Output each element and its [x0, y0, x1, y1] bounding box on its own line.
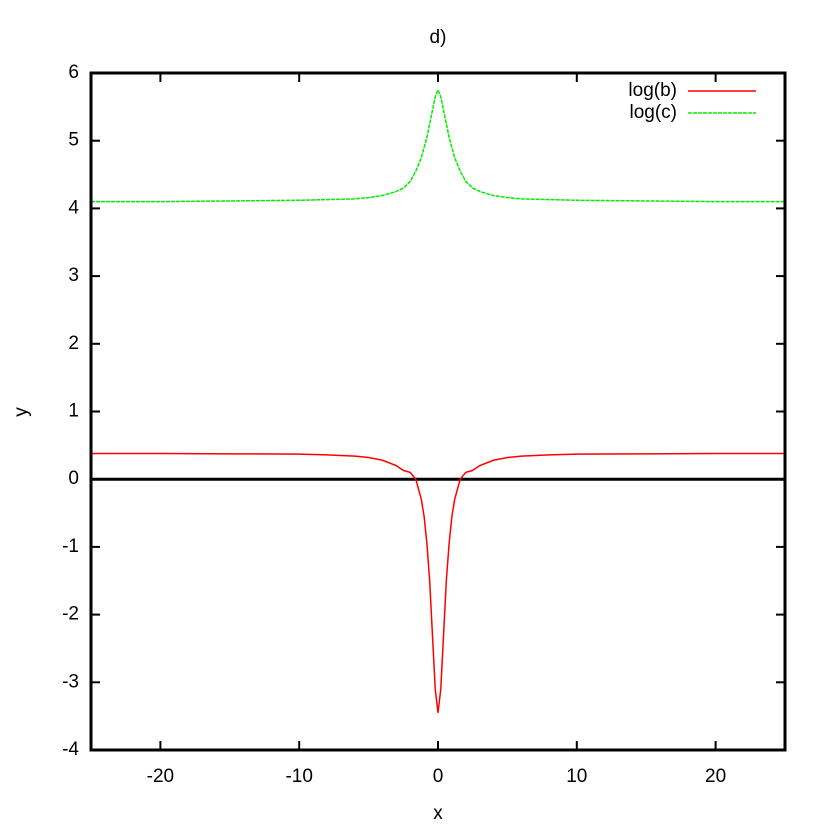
y-tick-label: 5: [68, 130, 79, 151]
y-tick-label: 1: [68, 401, 79, 422]
plot-frame: [89, 71, 787, 752]
x-tick-label: -10: [285, 766, 312, 787]
y-tick-label: -3: [62, 671, 79, 692]
y-tick-label: -1: [62, 536, 79, 557]
y-tick-label: 3: [68, 265, 79, 286]
series-line: [91, 452, 785, 713]
y-tick-label: -4: [62, 739, 79, 760]
y-tick-label: -2: [62, 604, 79, 625]
x-tick-label: 10: [566, 766, 587, 787]
x-axis-label: x: [433, 803, 443, 824]
legend-label: log(c): [629, 102, 677, 123]
x-tick-label: 20: [705, 766, 726, 787]
y-tick-label: 0: [68, 468, 79, 489]
y-tick-label: 2: [68, 333, 79, 354]
legend-label: log(b): [628, 80, 677, 101]
y-tick-label: 6: [68, 62, 79, 83]
x-tick-label: 0: [433, 766, 444, 787]
x-tick-label: -20: [147, 766, 174, 787]
series-line: [91, 87, 785, 203]
y-tick-label: 4: [68, 197, 79, 218]
chart-title: d): [430, 27, 447, 48]
y-axis-label: y: [11, 407, 32, 417]
